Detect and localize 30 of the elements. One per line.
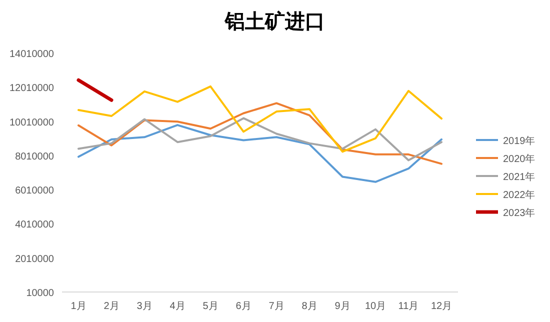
legend-label: 2023年 <box>503 207 536 219</box>
y-tick-label: 2010000 <box>15 254 54 265</box>
y-tick-label: 4010000 <box>15 220 54 231</box>
x-tick-label: 9月 <box>334 301 350 312</box>
line-series <box>78 124 442 183</box>
x-tick-label: 1月 <box>70 301 86 312</box>
y-tick-label: 6010000 <box>15 186 54 197</box>
y-tick-label: 12010000 <box>10 83 54 94</box>
y-tick-label: 10010000 <box>10 117 54 128</box>
x-tick-label: 10月 <box>364 301 386 312</box>
y-tick-label: 8010000 <box>15 151 54 162</box>
legend-label: 2021年 <box>503 171 536 183</box>
x-tick-label: 3月 <box>136 301 152 312</box>
line-series <box>78 85 442 153</box>
legend-label: 2022年 <box>503 189 536 201</box>
x-tick-label: 7月 <box>268 301 284 312</box>
y-tick-label: 14010000 <box>10 49 54 60</box>
y-tick-label: 10000 <box>26 288 54 299</box>
x-tick-label: 2月 <box>104 301 120 312</box>
x-tick-label: 6月 <box>236 301 252 312</box>
chart-title: 铝土矿进口 <box>224 10 325 33</box>
x-tick-label: 12月 <box>430 301 452 312</box>
x-tick-label: 4月 <box>170 301 186 312</box>
line-series <box>78 102 442 165</box>
line-series <box>78 117 442 162</box>
legend-label: 2019年 <box>503 135 536 147</box>
legend-label: 2020年 <box>503 153 536 165</box>
x-tick-label: 8月 <box>302 301 318 312</box>
x-tick-label: 11月 <box>398 301 419 312</box>
x-tick-label: 5月 <box>202 301 218 312</box>
